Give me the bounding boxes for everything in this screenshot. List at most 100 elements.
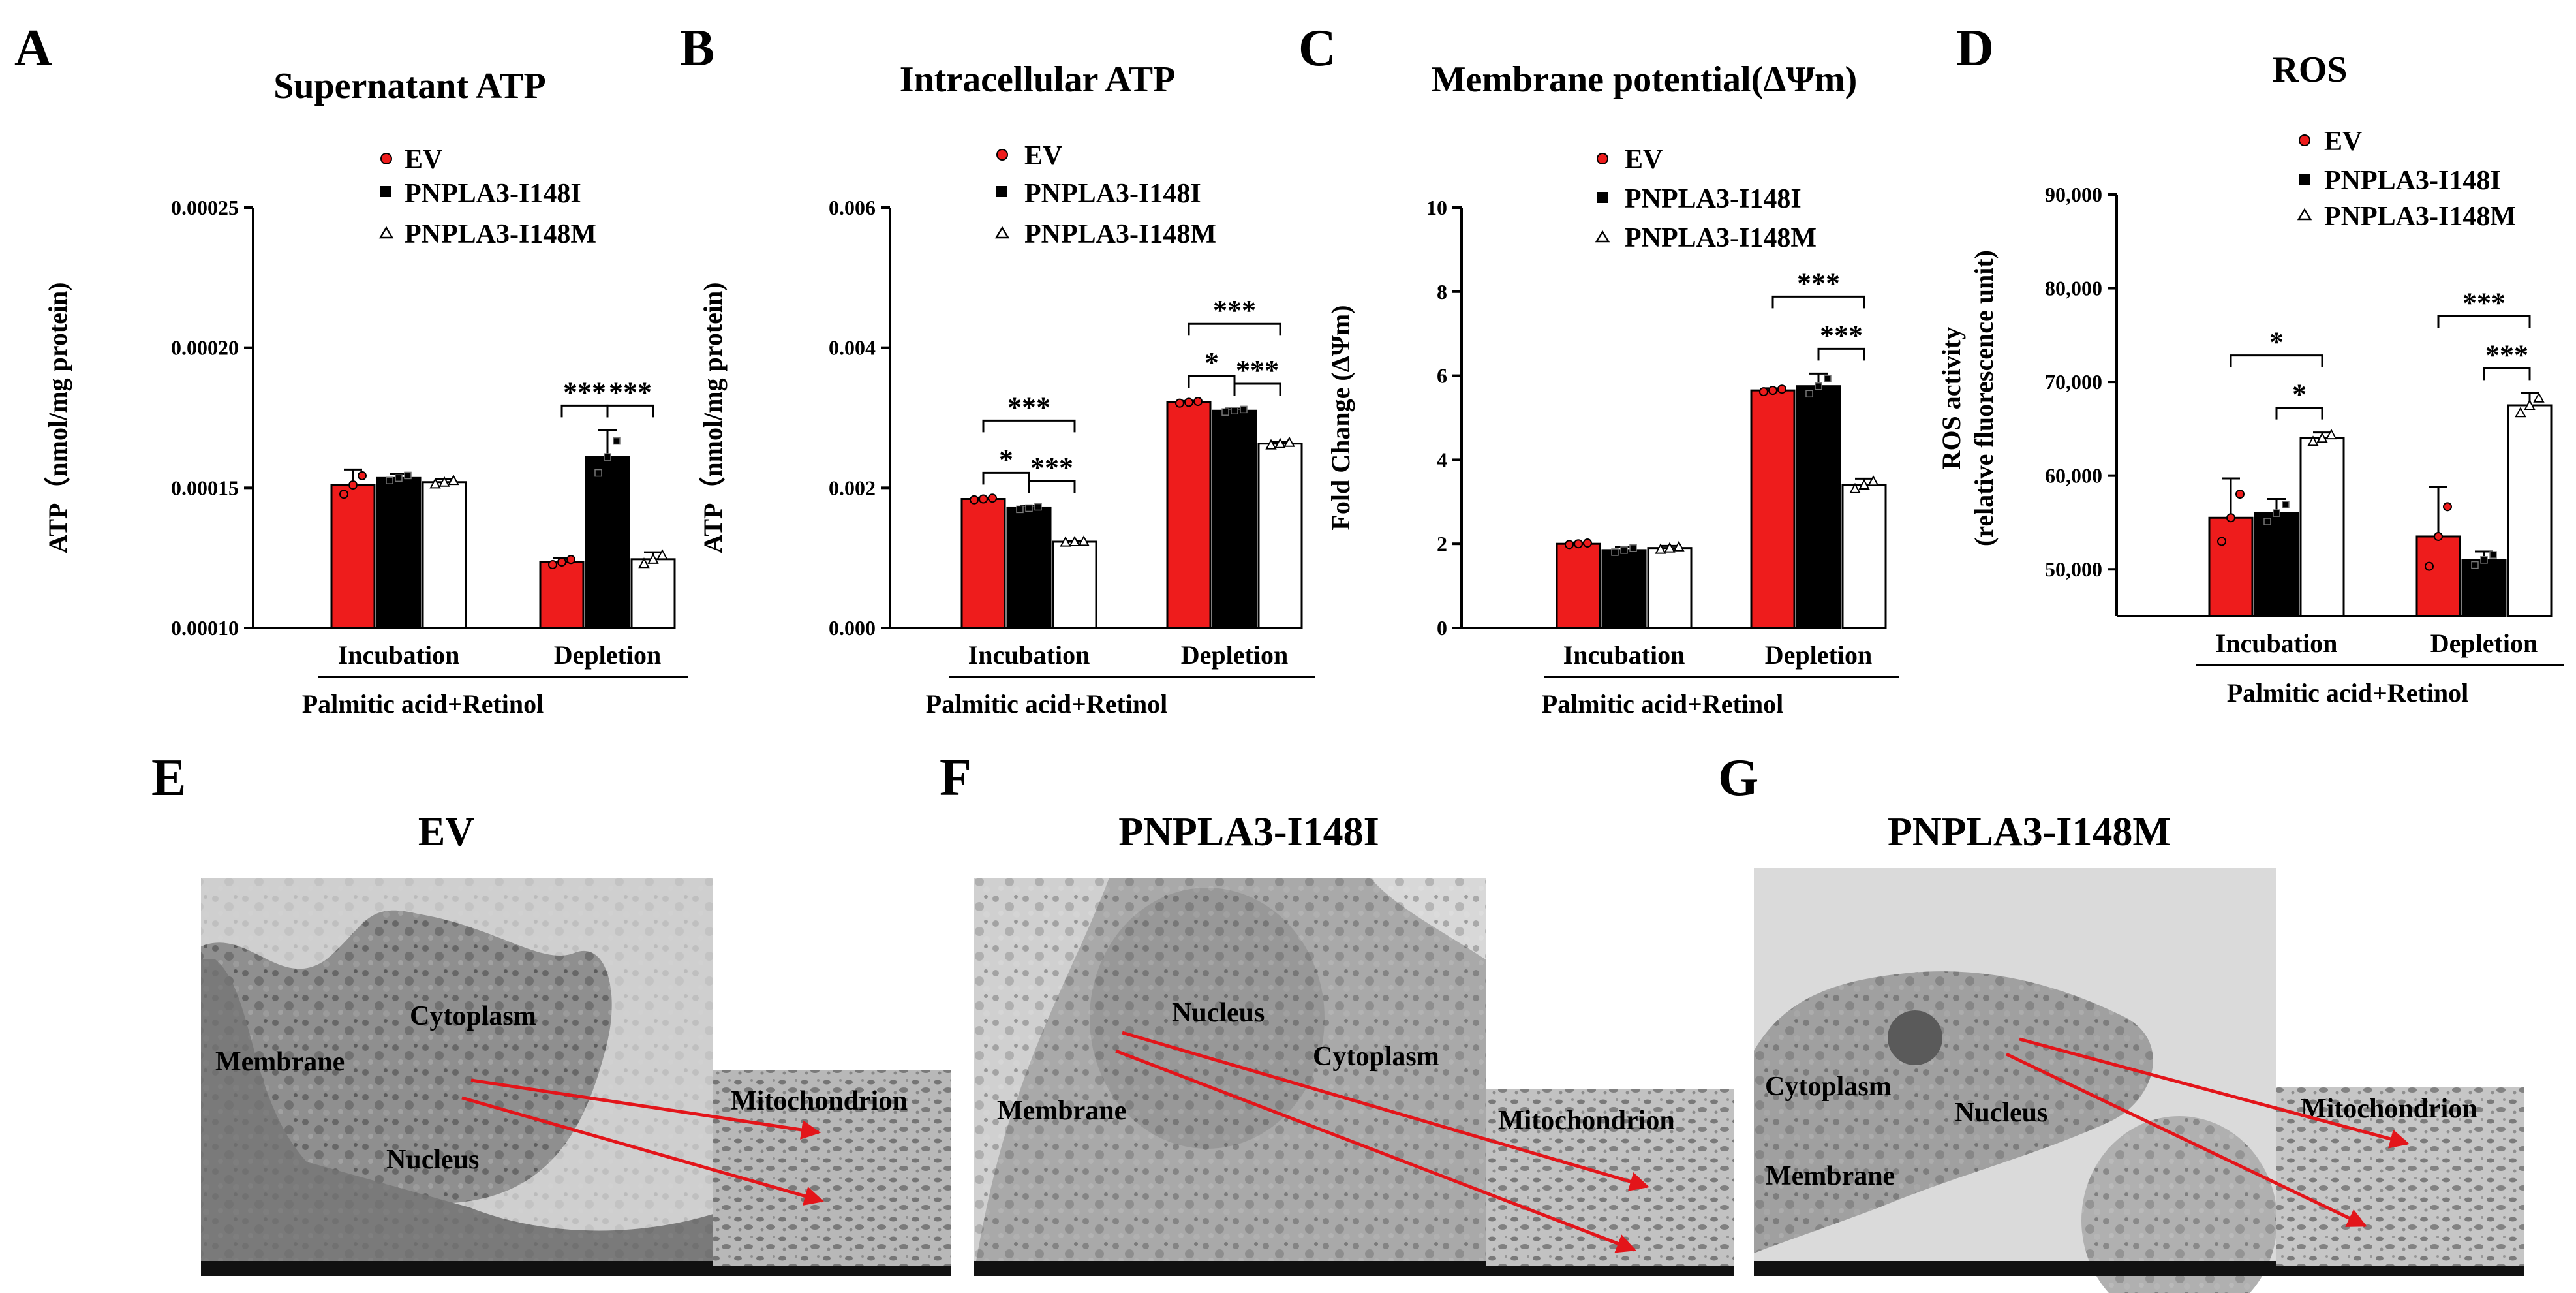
x-category-label: Incubation — [338, 640, 460, 670]
significance-label: *** — [1213, 294, 1256, 326]
replicate-point — [970, 495, 979, 505]
micrograph-title-g: PNPLA3-I148M — [1888, 810, 2171, 854]
mitochondrion-label-g: Mitochondrion — [2301, 1094, 2477, 1124]
replicate-point — [1611, 548, 1619, 556]
replicate-point — [1768, 386, 1777, 396]
micrograph-title-e: EV — [418, 810, 474, 854]
cytoplasm-label-f: Cytoplasm — [1313, 1042, 1439, 1072]
replicate-point — [358, 471, 367, 480]
replicate-point — [1193, 397, 1203, 407]
bar-ev-incubation — [2208, 516, 2254, 617]
significance-bracket — [606, 404, 654, 418]
panel-letter-c: C — [1298, 20, 1336, 77]
y-axis-label-d-line2: (relative fluorescence unit) — [1969, 250, 1999, 546]
legend-i148m-label: PNPLA3-I148M — [1024, 219, 1216, 249]
chart-title-c: Membrane potential(ΔΨm) — [1432, 59, 1858, 100]
x-category-label: Incubation — [2216, 629, 2338, 658]
cytoplasm-label-e: Cytoplasm — [410, 1001, 536, 1031]
plot-area-d: 50,000 60,000 70,000 80,000 90,000 Incubation… — [2045, 183, 2564, 666]
legend-i148i-marker — [996, 186, 1007, 197]
legend-i148m-marker — [994, 226, 1010, 239]
bar-pnpla3-i148i-depletion — [1212, 409, 1257, 629]
x-category-label: Incubation — [1563, 640, 1685, 670]
replicate-point — [1673, 540, 1685, 552]
replicate-point — [1583, 538, 1592, 548]
x-category-label: Incubation — [968, 640, 1090, 670]
legend-ev-label: EV — [1625, 145, 1663, 175]
legend-i148m-label: PNPLA3-I148M — [405, 219, 596, 249]
membrane-label-e: Membrane — [215, 1047, 345, 1077]
legend-i148m-marker — [378, 226, 394, 239]
y-tick-label: 70,000 — [2045, 370, 2102, 394]
legend-i148i-marker — [2299, 174, 2310, 185]
y-axis-label-c: Fold Change (ΔΨm) — [1326, 305, 1355, 530]
replicate-point — [438, 476, 450, 487]
y-tick-label: 0.00025 — [171, 196, 239, 219]
panel-e: E EV Cytoplasm Membrane Nucleus Mitochon… — [151, 749, 951, 1276]
replicate-point — [1805, 390, 1813, 398]
bar-pnpla3-i148m-depletion — [1257, 443, 1303, 629]
replicate-point — [2533, 392, 2545, 403]
replicate-point — [2325, 428, 2337, 440]
significance-bracket — [2230, 354, 2323, 367]
legend-ev-label: EV — [2324, 127, 2362, 157]
y-axis-label-a: ATP（nmol/mg protein) — [43, 282, 72, 553]
replicate-point — [1664, 542, 1676, 553]
significance-bracket — [2483, 367, 2531, 381]
bar-pnpla3-i148m-depletion — [1841, 484, 1887, 629]
replicate-point — [566, 555, 575, 565]
legend-b: EV PNPLA3-I148I PNPLA3-I148M — [994, 141, 1216, 249]
replicate-point — [1078, 535, 1090, 546]
y-tick-label: 8 — [1437, 280, 1447, 304]
membrane-label-g: Membrane — [1766, 1161, 1895, 1191]
arrow-g-2 — [2005, 1052, 2367, 1228]
replicate-point — [1824, 375, 1832, 382]
legend-ev-marker — [996, 149, 1008, 161]
arrow-g-1 — [2019, 1037, 2410, 1149]
replicate-point — [594, 469, 602, 477]
bar-pnpla3-i148m-depletion — [2507, 404, 2553, 617]
significance-label: * — [999, 443, 1013, 475]
replicate-point — [1016, 505, 1024, 514]
replicate-point — [613, 437, 621, 445]
replicate-point — [557, 557, 566, 567]
arrow-e-1 — [470, 1078, 821, 1140]
bar-pnpla3-i148i-incubation — [1006, 506, 1052, 629]
y-tick-label: 6 — [1437, 364, 1447, 388]
replicate-point — [1265, 439, 1277, 450]
significance-label: *** — [2485, 339, 2528, 371]
replicate-point — [1283, 436, 1295, 447]
panel-c: C Membrane potential(ΔΨm) EV PNPLA3-I148… — [1298, 20, 1899, 719]
replicate-point — [1629, 544, 1637, 552]
replicate-point — [404, 471, 412, 480]
legend-c: EV PNPLA3-I148I PNPLA3-I148M — [1595, 145, 1817, 253]
plot-area-b: 0.000 0.002 0.004 0.006 Incubation Depletion *… — [829, 196, 1315, 678]
panel-letter-e: E — [151, 749, 186, 807]
y-tick-label: 0.002 — [829, 476, 876, 499]
replicate-point — [1777, 384, 1786, 394]
legend-ev-marker — [380, 153, 392, 164]
y-tick-label: 0.00015 — [171, 476, 239, 499]
y-tick-label: 60,000 — [2045, 464, 2102, 488]
replicate-point — [647, 553, 659, 564]
x-category-label: Depletion — [2430, 629, 2538, 658]
replicate-point — [1221, 408, 1229, 416]
significance-bracket — [1028, 480, 1076, 493]
bar-ev-incubation — [960, 498, 1006, 629]
bar-pnpla3-i148i-depletion — [2461, 559, 2507, 617]
x-category-label: Depletion — [554, 640, 661, 670]
bar-ev-incubation — [1556, 542, 1601, 629]
y-tick-label: 0 — [1437, 616, 1447, 640]
replicate-point — [2524, 399, 2536, 410]
y-tick-label: 0.006 — [829, 196, 876, 219]
y-tick-label: 0.000 — [829, 616, 876, 640]
chart-title-a: Supernatant ATP — [273, 66, 545, 106]
bar-pnpla3-i148m-incubation — [422, 481, 467, 629]
arrow-f-1 — [1122, 1031, 1649, 1191]
x-axis-group-label-a: Palmitic acid+Retinol — [302, 689, 544, 719]
micrograph-title-f: PNPLA3-I148I — [1118, 810, 1379, 854]
y-tick-label: 0.004 — [829, 336, 876, 360]
arrow-e-2 — [461, 1096, 824, 1206]
x-axis-group-label-b: Palmitic acid+Retinol — [926, 689, 1168, 719]
replicate-point — [2263, 518, 2271, 525]
